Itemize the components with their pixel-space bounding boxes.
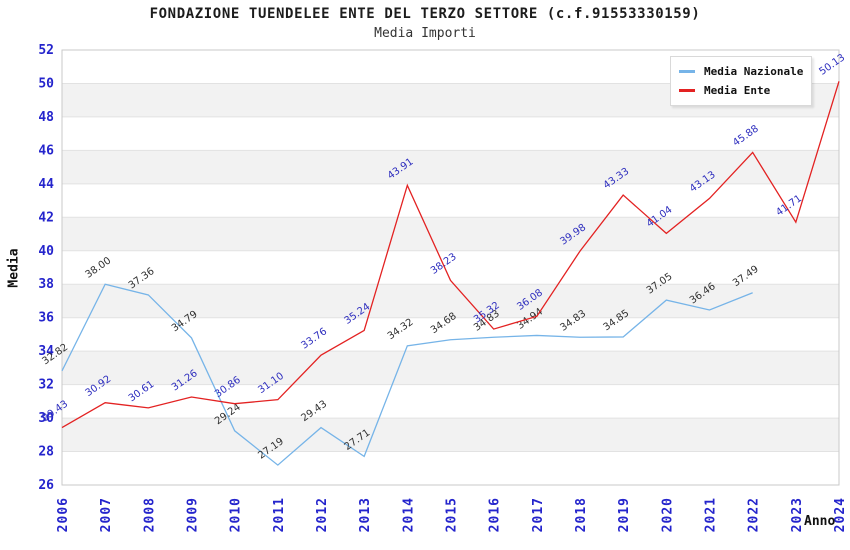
x-tick-label: 2023 bbox=[790, 497, 805, 532]
plot-band bbox=[62, 116, 839, 151]
series-line-media-nazionale bbox=[61, 283, 753, 466]
plot-band bbox=[62, 384, 839, 419]
y-tick-label: 44 bbox=[38, 177, 54, 192]
x-tick-label: 2020 bbox=[660, 497, 675, 532]
media-ente-line-swatch bbox=[679, 89, 695, 92]
x-tick-label: 2018 bbox=[574, 497, 589, 532]
legend: Media Nazionale Media Ente bbox=[670, 56, 812, 106]
plot-band bbox=[62, 317, 839, 352]
plot-band bbox=[62, 183, 839, 218]
series-line-media-ente bbox=[61, 81, 840, 429]
x-tick-label: 2021 bbox=[704, 497, 719, 532]
y-tick-label: 36 bbox=[38, 311, 54, 326]
plot-band bbox=[62, 150, 839, 184]
x-tick-label: 2015 bbox=[445, 497, 460, 532]
y-tick-label: 50 bbox=[38, 76, 54, 91]
plot-band bbox=[62, 250, 839, 285]
y-axis-title: Media bbox=[6, 248, 22, 288]
legend-item-media-nazionale: Media Nazionale bbox=[671, 62, 811, 81]
plot-band bbox=[62, 284, 839, 318]
x-tick-label: 2017 bbox=[531, 497, 546, 532]
x-tick-label: 2007 bbox=[99, 497, 114, 532]
x-tick-label: 2022 bbox=[747, 497, 762, 532]
y-tick-label: 48 bbox=[38, 110, 54, 125]
chart-subtitle: Media Importi bbox=[374, 26, 476, 41]
x-axis-title: Anno bbox=[804, 514, 836, 529]
y-tick-label: 32 bbox=[38, 378, 54, 393]
x-tick-label: 2014 bbox=[401, 497, 416, 532]
x-tick-label: 2010 bbox=[229, 497, 244, 532]
legend-item-media-ente: Media Ente bbox=[671, 81, 811, 100]
x-tick-label: 2011 bbox=[272, 497, 287, 532]
x-tick-label: 2008 bbox=[142, 497, 157, 532]
y-tick-label: 38 bbox=[38, 277, 54, 292]
y-tick-label: 28 bbox=[38, 445, 54, 460]
x-tick-label: 2019 bbox=[617, 497, 632, 532]
legend-label-media-ente: Media Ente bbox=[704, 84, 771, 97]
x-tick-label: 2009 bbox=[186, 497, 201, 532]
chart-title: FONDAZIONE TUENDELEE ENTE DEL TERZO SETT… bbox=[149, 6, 701, 22]
plot-band bbox=[62, 217, 839, 251]
y-tick-label: 26 bbox=[38, 478, 54, 493]
y-tick-label: 52 bbox=[38, 43, 54, 58]
y-tick-label: 34 bbox=[38, 344, 54, 359]
y-tick-label: 46 bbox=[38, 143, 54, 158]
plot-band bbox=[62, 351, 839, 385]
y-tick-label: 42 bbox=[38, 210, 54, 225]
x-tick-label: 2006 bbox=[56, 497, 71, 532]
y-tick-label: 30 bbox=[38, 411, 54, 426]
legend-label-media-nazionale: Media Nazionale bbox=[704, 65, 804, 78]
plot-band bbox=[62, 451, 839, 485]
x-tick-label: 2016 bbox=[488, 497, 503, 532]
plot-band bbox=[62, 418, 839, 452]
x-tick-label: 2013 bbox=[358, 497, 373, 532]
x-tick-label: 2012 bbox=[315, 497, 330, 532]
y-tick-label: 40 bbox=[38, 244, 54, 259]
plot-border bbox=[61, 49, 840, 486]
media-nazionale-line-swatch bbox=[679, 70, 695, 73]
x-tick-label: 2024 bbox=[833, 497, 848, 532]
